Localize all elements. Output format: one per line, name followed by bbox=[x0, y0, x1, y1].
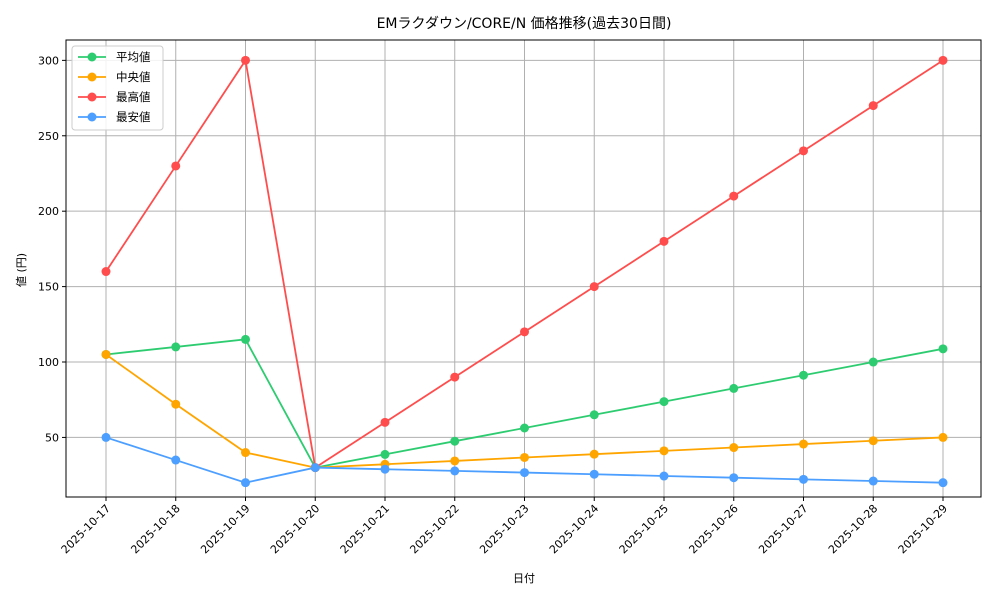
y-tick-label: 200 bbox=[38, 205, 59, 218]
y-tick-label: 50 bbox=[45, 431, 59, 444]
x-axis-ticks: 2025-10-17 2025-10-18 2025-10-19 2025-10-20… bbox=[59, 497, 950, 556]
data-point-marker bbox=[729, 191, 739, 201]
data-point-marker bbox=[799, 474, 808, 484]
y-tick-label: 300 bbox=[38, 54, 59, 67]
x-tick-label: 2025-10-27 bbox=[756, 502, 810, 556]
x-tick-label: 2025-10-29 bbox=[896, 502, 950, 556]
x-tick-label: 2025-10-22 bbox=[407, 502, 461, 556]
data-point-marker bbox=[799, 146, 808, 156]
series-2 bbox=[101, 55, 948, 473]
data-point-marker bbox=[938, 432, 948, 442]
series-lines bbox=[101, 55, 948, 488]
chart-title: EMラクダウン/CORE/N 価格推移(過去30日間) bbox=[377, 16, 672, 32]
data-point-marker bbox=[380, 449, 390, 459]
y-tick-label: 150 bbox=[38, 281, 59, 294]
x-tick-label: 2025-10-28 bbox=[826, 502, 880, 556]
x-axis-label: 日付 bbox=[513, 572, 535, 585]
data-point-marker bbox=[938, 478, 948, 488]
data-point-marker bbox=[450, 436, 460, 446]
data-point-marker bbox=[729, 383, 739, 393]
data-point-marker bbox=[729, 473, 739, 483]
data-point-marker bbox=[659, 236, 669, 246]
series-3 bbox=[101, 432, 948, 488]
data-point-marker bbox=[938, 344, 948, 354]
data-point-marker bbox=[310, 463, 320, 473]
grid-lines bbox=[66, 40, 981, 497]
data-point-marker bbox=[659, 446, 669, 456]
data-point-marker bbox=[171, 342, 181, 352]
data-point-marker bbox=[520, 468, 529, 478]
x-tick-label: 2025-10-19 bbox=[198, 502, 252, 556]
data-point-marker bbox=[450, 456, 460, 466]
data-point-marker bbox=[589, 410, 599, 420]
data-point-marker bbox=[241, 334, 250, 344]
data-point-marker bbox=[520, 327, 529, 337]
data-point-marker bbox=[589, 449, 599, 459]
data-point-marker bbox=[868, 436, 878, 446]
y-tick-label: 250 bbox=[38, 130, 59, 143]
data-point-marker bbox=[450, 466, 460, 476]
data-point-marker bbox=[450, 372, 460, 382]
data-point-marker bbox=[589, 469, 599, 479]
data-point-marker bbox=[659, 471, 669, 481]
series-0 bbox=[101, 334, 948, 473]
data-point-marker bbox=[799, 439, 808, 449]
data-point-marker bbox=[520, 423, 529, 433]
x-tick-label: 2025-10-24 bbox=[547, 502, 601, 556]
x-tick-label: 2025-10-25 bbox=[617, 502, 671, 556]
data-point-marker bbox=[868, 357, 878, 367]
legend-marker-icon bbox=[87, 52, 97, 62]
data-point-marker bbox=[659, 397, 669, 407]
data-point-marker bbox=[938, 55, 948, 65]
data-point-marker bbox=[171, 399, 181, 409]
legend-marker-icon bbox=[87, 112, 97, 122]
data-point-marker bbox=[101, 267, 111, 277]
legend-marker-icon bbox=[87, 92, 97, 102]
legend-label: 最安値 bbox=[116, 110, 151, 124]
legend-marker-icon bbox=[87, 72, 97, 82]
data-point-marker bbox=[241, 55, 250, 65]
legend-label: 平均値 bbox=[116, 50, 151, 64]
legend-label: 中央値 bbox=[116, 70, 151, 84]
data-point-marker bbox=[380, 417, 390, 427]
data-point-marker bbox=[241, 478, 250, 488]
legend-label: 最高値 bbox=[116, 90, 151, 104]
x-tick-label: 2025-10-20 bbox=[268, 502, 322, 556]
data-point-marker bbox=[868, 101, 878, 111]
data-point-marker bbox=[171, 455, 181, 465]
data-point-marker bbox=[520, 452, 529, 462]
legend-box bbox=[71, 45, 164, 131]
y-tick-label: 100 bbox=[38, 356, 59, 369]
data-point-marker bbox=[101, 349, 111, 359]
data-point-marker bbox=[380, 464, 390, 474]
x-tick-label: 2025-10-23 bbox=[477, 502, 531, 556]
data-point-marker bbox=[171, 161, 181, 171]
data-point-marker bbox=[729, 443, 739, 453]
x-tick-label: 2025-10-21 bbox=[338, 502, 392, 556]
y-axis-label: 値 (円) bbox=[15, 253, 28, 287]
plot-area-frame bbox=[65, 39, 982, 498]
data-point-marker bbox=[589, 282, 599, 292]
data-point-marker bbox=[799, 370, 808, 380]
data-point-marker bbox=[868, 476, 878, 486]
data-point-marker bbox=[101, 432, 111, 442]
x-tick-label: 2025-10-17 bbox=[59, 502, 113, 556]
y-axis-ticks: 50 100 150 200 250 300 bbox=[38, 54, 66, 444]
x-tick-label: 2025-10-18 bbox=[128, 502, 182, 556]
x-tick-label: 2025-10-26 bbox=[686, 502, 740, 556]
data-point-marker bbox=[241, 448, 250, 458]
